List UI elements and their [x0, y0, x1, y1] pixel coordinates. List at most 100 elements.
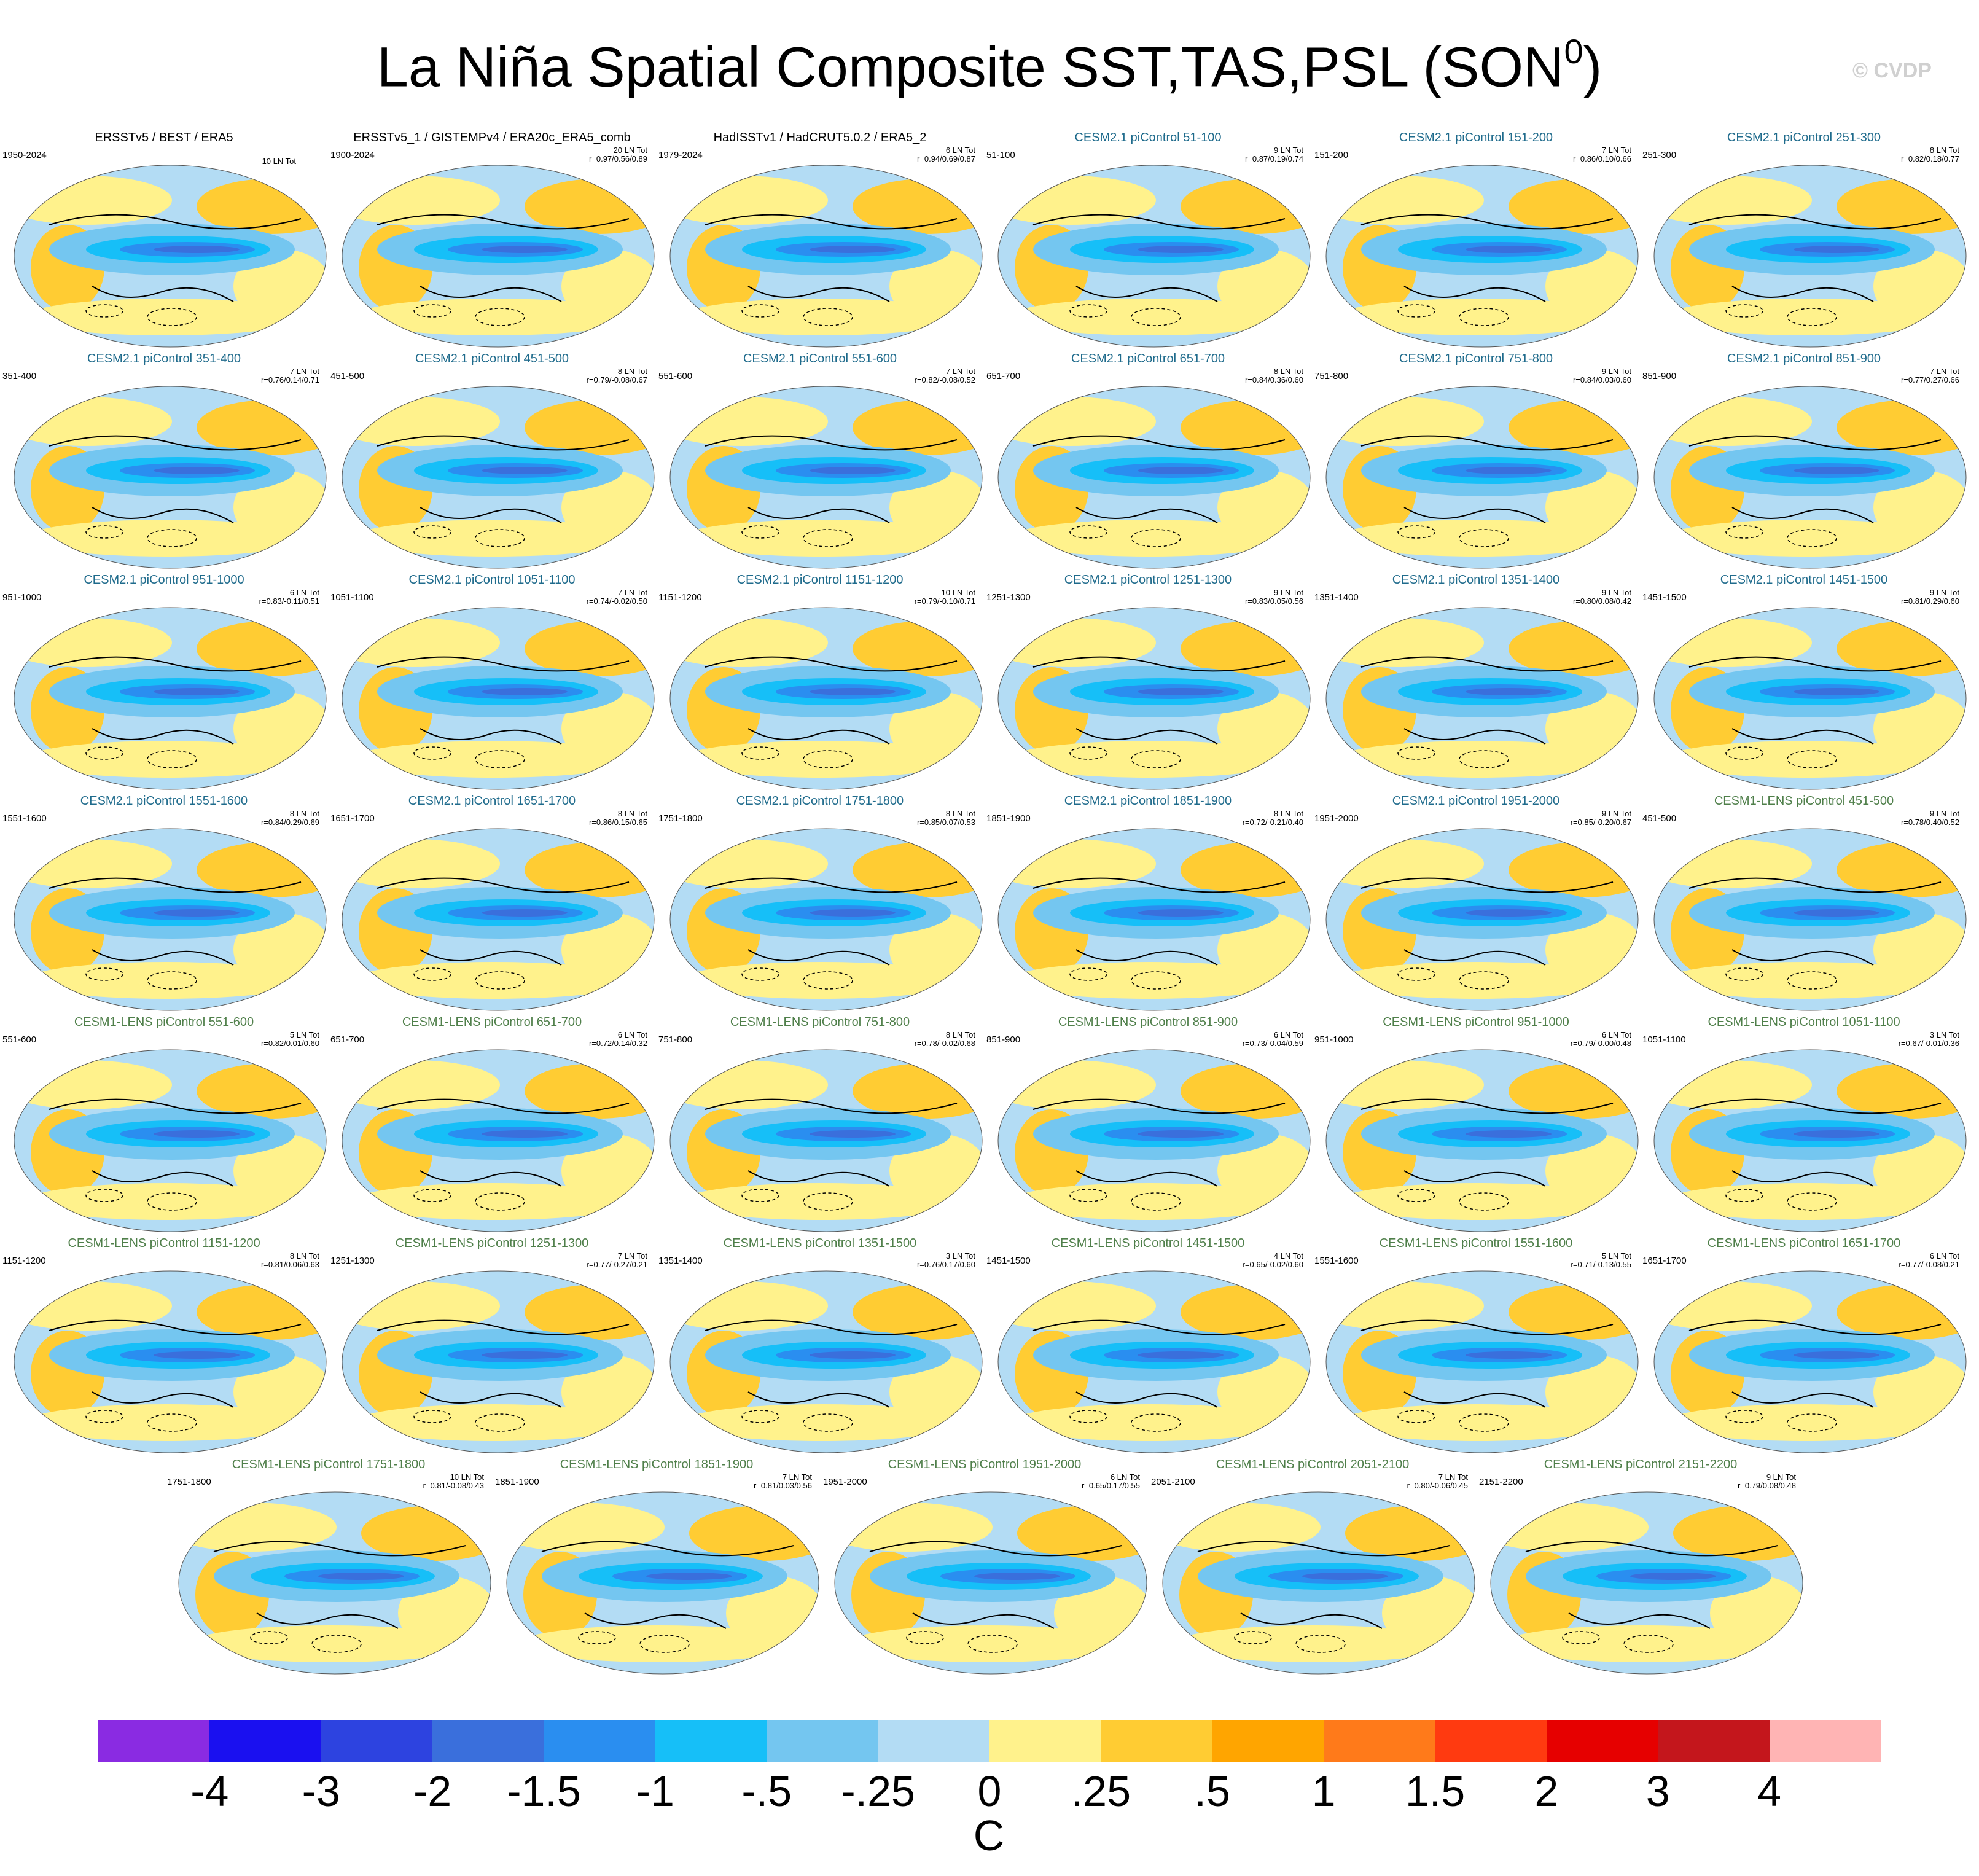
- panel-event-count: 6 LN Tot: [1601, 1030, 1631, 1039]
- colorbar-tick-label: -4: [190, 1767, 229, 1815]
- composite-map: [1490, 1491, 1803, 1675]
- map-panel: CESM2.1 piControl 151-200 151-200 7 LN Tot…: [1312, 130, 1640, 351]
- map-panel: CESM2.1 piControl 451-500 451-500 8 LN Tot…: [328, 351, 656, 573]
- panel-title: CESM2.1 piControl 1751-1800: [736, 794, 904, 808]
- map-panel: CESM2.1 piControl 1351-1400 1351-1400 9 LN…: [1312, 573, 1640, 794]
- map-panel: CESM2.1 piControl 1451-1500 1451-1500 9 LN…: [1640, 573, 1968, 794]
- panel-title: CESM1-LENS piControl 1351-1500: [723, 1237, 917, 1250]
- panel-pattern-correlation: r=0.84/0.03/0.60: [1572, 375, 1631, 385]
- composite-map: [14, 1270, 327, 1453]
- panel-event-count: 7 LN Tot: [1438, 1472, 1468, 1482]
- composite-map: [1325, 1270, 1639, 1453]
- panel-years: 1051-1100: [1642, 1034, 1686, 1045]
- panel-event-count: 8 LN Tot: [945, 809, 975, 818]
- map-panel: CESM1-LENS piControl 1551-1600 1551-1600 5…: [1312, 1236, 1640, 1457]
- panel-pattern-correlation: r=0.97/0.56/0.89: [588, 154, 647, 163]
- composite-map: [1325, 386, 1639, 569]
- panel-title: CESM2.1 piControl 851-900: [1727, 352, 1881, 365]
- map-panel: CESM2.1 piControl 1251-1300 1251-1300 9 LN…: [984, 573, 1312, 794]
- panel-event-count: 9 LN Tot: [1766, 1472, 1796, 1482]
- colorbar-segment: [1212, 1720, 1324, 1762]
- panel-event-count: 8 LN Tot: [289, 809, 319, 818]
- panel-title: CESM1-LENS piControl 1751-1800: [232, 1458, 426, 1471]
- map-panel: CESM1-LENS piControl 651-700 651-700 6 LN …: [328, 1015, 656, 1236]
- panel-event-count: 5 LN Tot: [289, 1030, 319, 1039]
- colorbar-tick-label: -1: [636, 1767, 674, 1815]
- panel-title: CESM2.1 piControl 1051-1100: [408, 573, 576, 587]
- panel-title: CESM2.1 piControl 1551-1600: [80, 794, 248, 808]
- composite-map: [997, 828, 1311, 1011]
- composite-map: [342, 828, 655, 1011]
- panel-pattern-correlation: r=0.78/0.40/0.52: [1900, 818, 1959, 827]
- composite-map: [506, 1491, 819, 1675]
- panel-pattern-correlation: r=0.73/-0.04/0.59: [1242, 1039, 1303, 1048]
- panel-event-count: 10 LN Tot: [450, 1472, 484, 1482]
- panel-pattern-correlation: r=0.80/-0.06/0.45: [1407, 1481, 1468, 1490]
- map-panel: CESM2.1 piControl 551-600 551-600 7 LN Tot…: [656, 351, 984, 573]
- composite-map: [1325, 1049, 1639, 1232]
- panel-years: 551-600: [658, 371, 693, 381]
- panel-title: CESM1-LENS piControl 951-1000: [1383, 1015, 1569, 1029]
- colorbar-segment: [1324, 1720, 1435, 1762]
- panel-title: CESM2.1 piControl 1851-1900: [1064, 794, 1232, 808]
- panel-event-count: 3 LN Tot: [1929, 1030, 1959, 1039]
- colorbar-tick-label: -.5: [741, 1767, 792, 1815]
- panel-event-count: 7 LN Tot: [782, 1472, 812, 1482]
- map-panel: CESM1-LENS piControl 1051-1100 1051-1100 3…: [1640, 1015, 1968, 1236]
- map-panel: CESM2.1 piControl 51-100 51-100 9 LN Tot r=…: [984, 130, 1312, 351]
- panel-title: CESM1-LENS piControl 1151-1200: [68, 1237, 260, 1250]
- panel-years: 951-1000: [1314, 1034, 1354, 1045]
- panel-years: 51-100: [986, 150, 1015, 160]
- panel-years: 1151-1200: [658, 592, 702, 603]
- panel-event-count: 6 LN Tot: [1110, 1472, 1140, 1482]
- title-superscript: 0: [1564, 32, 1583, 71]
- panel-pattern-correlation: r=0.87/0.19/0.74: [1244, 154, 1303, 163]
- panel-years: 1651-1700: [330, 813, 375, 824]
- composite-map: [1653, 607, 1967, 790]
- panel-event-count: 6 LN Tot: [1273, 1030, 1303, 1039]
- panel-title: CESM1-LENS piControl 1451-1500: [1051, 1237, 1245, 1250]
- panel-event-count: 7 LN Tot: [1601, 146, 1631, 155]
- map-panel: CESM2.1 piControl 951-1000 951-1000 6 LN T…: [0, 573, 328, 794]
- panel-pattern-correlation: r=0.85/0.07/0.53: [916, 818, 975, 827]
- panel-event-count: 9 LN Tot: [1929, 588, 1959, 597]
- panel-years: 751-800: [1314, 371, 1349, 381]
- colorbar-tick-label: 1: [1311, 1767, 1336, 1815]
- panel-title: ERSSTv5_1 / GISTEMPv4 / ERA20c_ERA5_comb: [353, 131, 631, 144]
- composite-map: [997, 607, 1311, 790]
- map-panel: CESM1-LENS piControl 2051-2100 2051-2100 7…: [1149, 1457, 1477, 1678]
- map-panel: CESM2.1 piControl 651-700 651-700 8 LN Tot…: [984, 351, 1312, 573]
- panel-years: 351-400: [2, 371, 37, 381]
- panel-title: CESM1-LENS piControl 451-500: [1714, 794, 1894, 808]
- colorbar-segment: [1546, 1720, 1658, 1762]
- map-panel: CESM1-LENS piControl 1851-1900 1851-1900 7…: [493, 1457, 821, 1678]
- map-panel: CESM1-LENS piControl 2151-2200 2151-2200 9…: [1477, 1457, 1805, 1678]
- map-panel: CESM2.1 piControl 751-800 751-800 9 LN Tot…: [1312, 351, 1640, 573]
- title-close: ): [1583, 36, 1602, 99]
- panel-years: 1851-1900: [986, 813, 1031, 824]
- composite-map: [14, 386, 327, 569]
- composite-map: [1325, 607, 1639, 790]
- composite-map: [14, 828, 327, 1011]
- colorbar-tick-label: -.25: [841, 1767, 915, 1815]
- panel-pattern-correlation: r=0.67/-0.01/0.36: [1898, 1039, 1959, 1048]
- map-panel: CESM1-LENS piControl 1651-1700 1651-1700 6…: [1640, 1236, 1968, 1457]
- map-panel: CESM2.1 piControl 1151-1200 1151-1200 10 L…: [656, 573, 984, 794]
- composite-map: [342, 386, 655, 569]
- panel-years: 1451-1500: [986, 1256, 1031, 1266]
- map-panel: CESM2.1 piControl 1951-2000 1951-2000 9 LN…: [1312, 794, 1640, 1015]
- panel-years: 1351-1400: [658, 1256, 703, 1266]
- panel-title: CESM2.1 piControl 751-800: [1399, 352, 1553, 365]
- panel-pattern-correlation: r=0.81/0.29/0.60: [1900, 596, 1959, 606]
- panel-title: CESM2.1 piControl 351-400: [87, 352, 241, 365]
- panel-event-count: 9 LN Tot: [1273, 588, 1303, 597]
- colorbar-segment: [321, 1720, 433, 1762]
- composite-map: [1653, 1270, 1967, 1453]
- map-panel: CESM1-LENS piControl 551-600 551-600 5 LN …: [0, 1015, 328, 1236]
- panel-title: CESM1-LENS piControl 1851-1900: [560, 1458, 754, 1471]
- panel-pattern-correlation: r=0.79/-0.08/0.67: [586, 375, 647, 385]
- panel-title: CESM2.1 piControl 551-600: [743, 352, 897, 365]
- panel-pattern-correlation: r=0.83/-0.11/0.51: [259, 596, 319, 606]
- composite-map: [1162, 1491, 1475, 1675]
- panel-years: 1751-1800: [658, 813, 703, 824]
